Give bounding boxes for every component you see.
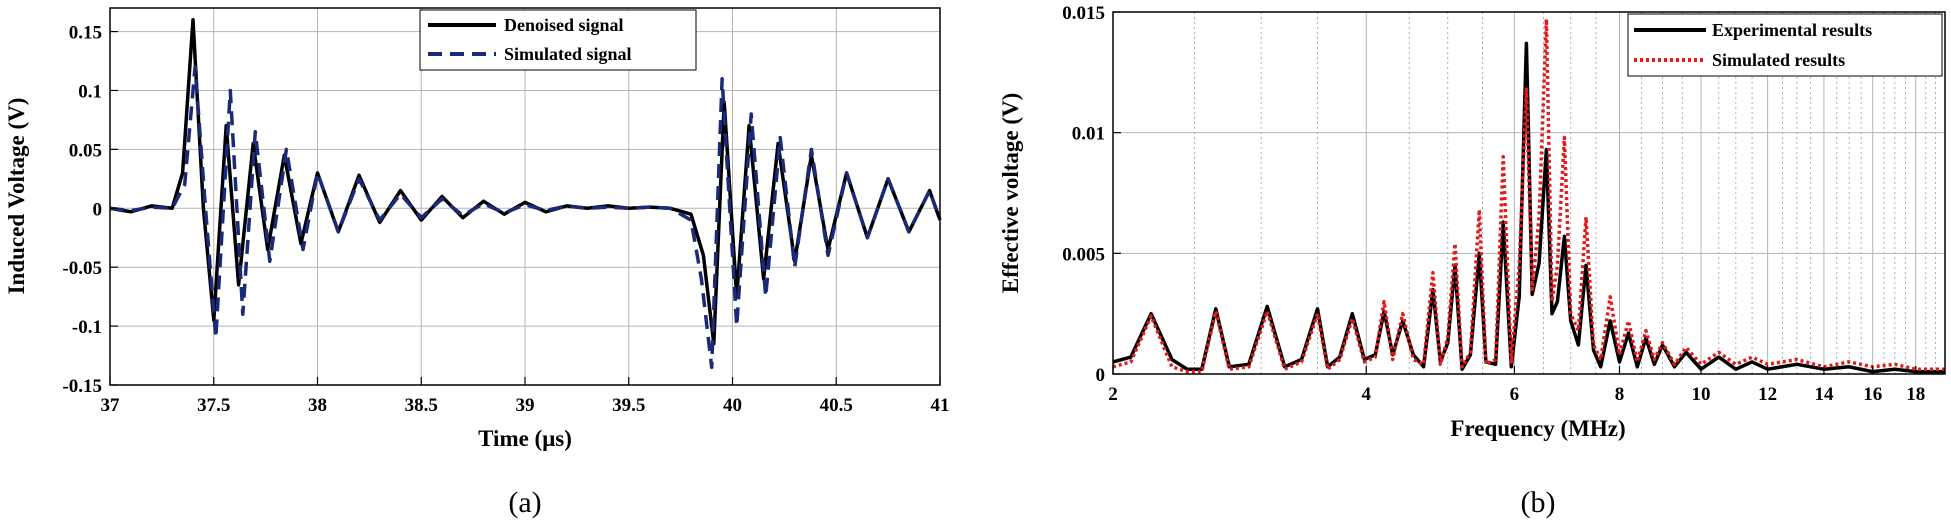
b-y-tick-label: 0.01 bbox=[1072, 124, 1105, 145]
chart-a-ticks: 37 37.5 38 38.5 39 39.5 40 40.5 41 -0.15 -0.1 -0.05… bbox=[62, 23, 949, 416]
chart-a-caption: (a) bbox=[508, 486, 541, 519]
b-x-tick-label: 10 bbox=[1692, 384, 1711, 405]
a-x-tick-label: 41 bbox=[931, 395, 950, 416]
a-x-tick-label: 38 bbox=[308, 395, 327, 416]
b-y-tick-label: 0.005 bbox=[1062, 244, 1105, 265]
chart-b-legend-box bbox=[1627, 13, 1943, 77]
chart-b-legend-label-simulated: Simulated results bbox=[1712, 50, 1845, 70]
chart-a-legend: Denoised signal Simulated signal bbox=[419, 9, 697, 71]
chart-a-series bbox=[109, 18, 942, 370]
chart-b-caption: (b) bbox=[1521, 486, 1556, 519]
chart-a-time-domain: 37 37.5 38 38.5 39 39.5 40 40.5 41 -0.15 -0.1 -0.05… bbox=[4, 7, 950, 519]
b-x-tick-label: 4 bbox=[1361, 384, 1371, 405]
a-x-tick-label: 39.5 bbox=[612, 395, 645, 416]
chart-b-x-axis-label: Frequency (MHz) bbox=[1450, 416, 1625, 441]
a-series-1-line bbox=[109, 65, 942, 370]
chart-b-y-axis-label: Effective voltage (V) bbox=[998, 93, 1023, 294]
chart-a-legend-label-denoised: Denoised signal bbox=[504, 15, 624, 35]
chart-a-x-axis-label: Time (μs) bbox=[478, 426, 572, 451]
b-x-tick-label: 14 bbox=[1814, 384, 1834, 405]
a-y-tick-label: -0.05 bbox=[62, 258, 102, 279]
chart-a-legend-box bbox=[419, 9, 697, 71]
a-y-tick-label: -0.1 bbox=[72, 317, 102, 338]
a-y-tick-label: 0 bbox=[93, 199, 103, 220]
b-y-tick-label: 0 bbox=[1096, 365, 1106, 386]
b-x-tick-label: 2 bbox=[1108, 384, 1118, 405]
a-x-tick-label: 40.5 bbox=[820, 395, 853, 416]
chart-b-legend: Experimental results Simulated results bbox=[1627, 13, 1943, 77]
a-x-tick-label: 37 bbox=[101, 395, 121, 416]
chart-b-legend-label-experimental: Experimental results bbox=[1712, 20, 1872, 40]
b-y-tick-label: 0.015 bbox=[1062, 3, 1105, 24]
b-x-tick-label: 6 bbox=[1510, 384, 1520, 405]
a-x-tick-label: 37.5 bbox=[197, 395, 230, 416]
a-x-tick-label: 38.5 bbox=[405, 395, 438, 416]
b-x-tick-label: 16 bbox=[1863, 384, 1882, 405]
a-y-tick-label: 0.15 bbox=[69, 23, 102, 44]
chart-a-legend-label-simulated: Simulated signal bbox=[504, 44, 632, 64]
b-x-tick-label: 12 bbox=[1758, 384, 1777, 405]
chart-b-series bbox=[1112, 17, 1945, 374]
chart-b-frame bbox=[1112, 11, 1946, 375]
b-series-0-line bbox=[1112, 41, 1945, 374]
b-x-tick-label: 18 bbox=[1906, 384, 1925, 405]
chart-a-y-axis-label: Induced Voltage (V) bbox=[4, 98, 29, 295]
a-x-tick-label: 39 bbox=[516, 395, 535, 416]
b-series-1-line bbox=[1112, 17, 1945, 374]
chart-b-ticks: 2 4 6 8 10 12 14 16 18 0 0.005 0.01 0.015 bbox=[1062, 3, 1925, 405]
a-x-tick-label: 40 bbox=[723, 395, 742, 416]
b-x-tick-label: 8 bbox=[1615, 384, 1625, 405]
chart-b-frequency-domain: 2 4 6 8 10 12 14 16 18 0 0.005 0.01 0.015 Frequency … bbox=[998, 3, 1946, 519]
a-y-tick-label: 0.05 bbox=[69, 140, 102, 161]
a-y-tick-label: 0.1 bbox=[78, 81, 102, 102]
a-y-tick-label: -0.15 bbox=[62, 376, 102, 397]
